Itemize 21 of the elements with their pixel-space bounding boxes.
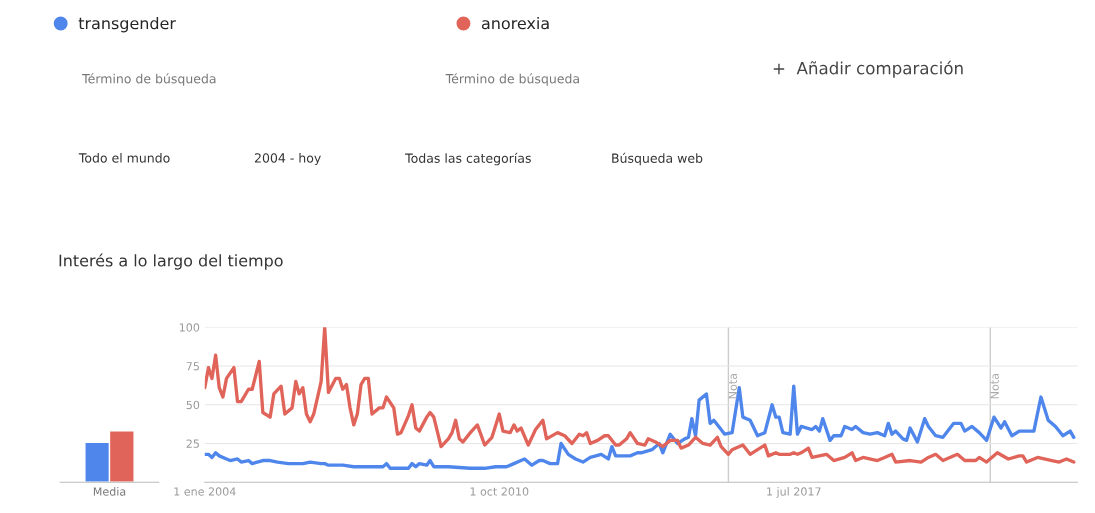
text: Término de búsqueda	[82, 73, 216, 86]
text: + Añadir comparación	[773, 60, 963, 78]
text: Búsqueda web	[612, 152, 703, 166]
text: Todas las categorías	[405, 152, 531, 166]
y-tick-label: 50	[186, 400, 200, 410]
ref-line-label: Nota	[728, 374, 737, 399]
text: Término de búsqueda	[445, 73, 579, 86]
x-tick-label: Media	[93, 487, 126, 496]
chart-title: Interés a lo largo del tiempo	[59, 253, 283, 270]
x-tick-label: 1 ene 2004	[174, 487, 236, 496]
ref-line-label: Nota	[990, 374, 999, 399]
y-tick-label: 25	[186, 439, 199, 448]
legend-label: transgender	[78, 16, 176, 33]
legend-label: anorexia	[481, 16, 549, 30]
line-series	[204, 327, 1076, 464]
x-tick-label: 1 jul 2017	[767, 487, 821, 498]
y-tick-label: 75	[186, 362, 199, 371]
text: Todo el mundo	[78, 152, 170, 163]
text: 2004 - hoy	[254, 152, 321, 166]
x-tick-label: 1 oct 2010	[470, 487, 529, 496]
y-tick-label: 100	[179, 323, 200, 332]
